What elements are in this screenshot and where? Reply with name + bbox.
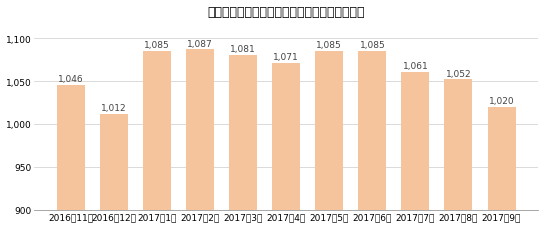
Text: 1,020: 1,020 — [489, 97, 514, 106]
Text: 1,052: 1,052 — [446, 69, 471, 78]
Title: 【パート・アルバイト】全国・全職種平均推移: 【パート・アルバイト】全国・全職種平均推移 — [207, 5, 365, 18]
Bar — [272, 64, 300, 210]
Text: 1,071: 1,071 — [274, 53, 299, 62]
Bar — [143, 52, 171, 210]
Text: 1,085: 1,085 — [360, 41, 385, 50]
Bar — [401, 72, 429, 210]
Bar — [100, 114, 128, 210]
Text: 1,061: 1,061 — [403, 62, 428, 71]
Bar — [487, 107, 516, 210]
Text: 1,085: 1,085 — [317, 41, 342, 50]
Bar — [316, 52, 343, 210]
Text: 1,081: 1,081 — [230, 45, 256, 54]
Bar — [186, 50, 214, 210]
Text: 1,085: 1,085 — [144, 41, 170, 50]
Bar — [229, 55, 257, 210]
Text: 1,012: 1,012 — [101, 104, 127, 113]
Bar — [57, 85, 85, 210]
Text: 1,046: 1,046 — [58, 74, 84, 84]
Bar — [358, 52, 386, 210]
Text: 1,087: 1,087 — [187, 39, 213, 49]
Bar — [444, 80, 473, 210]
